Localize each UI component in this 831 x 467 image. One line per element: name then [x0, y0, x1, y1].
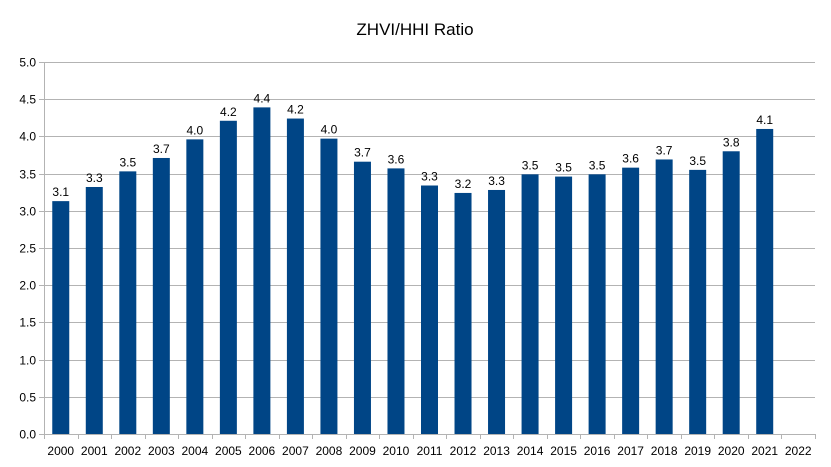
bar [219, 120, 237, 434]
y-tick-label: 2.5 [19, 242, 36, 256]
x-tick-label: 2018 [651, 444, 678, 458]
data-label: 3.5 [589, 158, 606, 172]
chart-title: ZHVI/HHI Ratio [356, 20, 473, 39]
x-tick-label: 2020 [718, 444, 745, 458]
x-tick-label: 2004 [181, 444, 208, 458]
x-tick-label: 2022 [785, 444, 812, 458]
x-tick-label: 2015 [550, 444, 577, 458]
bar [622, 167, 640, 434]
bar [253, 107, 271, 434]
bar [186, 139, 204, 434]
data-label: 4.2 [287, 103, 304, 117]
x-tick-label: 2010 [383, 444, 410, 458]
x-tick-label: 2002 [114, 444, 141, 458]
x-tick-label: 2003 [148, 444, 175, 458]
bar [52, 201, 70, 434]
bars [52, 107, 774, 435]
y-tick-label: 4.5 [19, 93, 36, 107]
data-labels: 3.1 3.3 3.5 3.7 4.0 4.2 4.4 4.2 4.0 3.7 3.6 3.3 3.2 3… [52, 91, 773, 199]
x-tick-label: 2013 [483, 444, 510, 458]
bar [353, 161, 371, 435]
y-tick-label: 1.5 [19, 316, 36, 330]
bar [286, 118, 304, 434]
data-label: 3.3 [86, 171, 103, 185]
bar [85, 186, 103, 434]
bar [588, 174, 606, 434]
x-tick-label: 2012 [450, 444, 477, 458]
bar [387, 168, 405, 434]
y-tick-label: 4.0 [19, 130, 36, 144]
data-label: 4.0 [321, 123, 338, 137]
bar [655, 159, 673, 435]
bar [421, 185, 438, 434]
bar [152, 157, 170, 434]
y-tick-label: 3.0 [19, 205, 36, 219]
bar [722, 151, 740, 434]
x-tick-label: 2008 [316, 444, 343, 458]
data-label: 4.2 [220, 105, 237, 119]
x-tick-label: 2006 [249, 444, 276, 458]
bar [488, 189, 506, 434]
data-label: 3.3 [421, 170, 438, 184]
bar [689, 169, 707, 434]
data-label: 3.6 [388, 152, 405, 166]
data-label: 3.2 [455, 177, 472, 191]
x-tick-label: 2021 [751, 444, 778, 458]
y-tick-label: 2.0 [19, 279, 36, 293]
data-label: 3.8 [723, 135, 740, 149]
bar [119, 171, 137, 435]
bar [454, 192, 472, 434]
x-tick-label: 2007 [282, 444, 309, 458]
x-tick-label: 2009 [349, 444, 376, 458]
data-label: 3.5 [119, 155, 136, 169]
x-tick-label: 2000 [47, 444, 74, 458]
y-tick-label: 0.5 [19, 391, 36, 405]
data-label: 3.5 [522, 158, 539, 172]
x-axis: 2000 2001 2002 2003 2004 2005 2006 2007 2008 2009… [44, 434, 816, 458]
x-tick-label: 2017 [617, 444, 644, 458]
y-tick-label: 3.5 [19, 168, 36, 182]
data-label: 3.3 [488, 174, 505, 188]
data-label: 3.7 [656, 143, 673, 157]
x-tick-label: 2014 [517, 444, 544, 458]
bar [555, 176, 573, 435]
data-label: 4.1 [756, 113, 773, 127]
data-label: 3.5 [689, 154, 706, 168]
data-label: 3.7 [153, 142, 170, 156]
y-tick-label: 5.0 [19, 56, 36, 70]
data-label: 3.7 [354, 146, 371, 160]
y-tick-label: 0.0 [19, 428, 36, 442]
bar [320, 138, 338, 434]
x-tick-label: 2005 [215, 444, 242, 458]
x-tick-label: 2011 [417, 444, 443, 458]
data-label: 4.0 [187, 123, 204, 137]
bar [521, 174, 539, 434]
y-axis: 0.0 0.5 1.0 1.5 2.0 2.5 3.0 3.5 4.0 4.5 5.0 [19, 56, 45, 442]
data-label: 3.1 [52, 185, 69, 199]
y-tick-label: 1.0 [19, 354, 36, 368]
x-tick-label: 2001 [81, 444, 108, 458]
data-label: 3.5 [555, 161, 572, 175]
data-label: 4.4 [254, 91, 271, 105]
bar [756, 128, 774, 434]
x-tick-label: 2016 [584, 444, 611, 458]
data-label: 3.6 [622, 152, 639, 166]
x-tick-label: 2019 [684, 444, 711, 458]
